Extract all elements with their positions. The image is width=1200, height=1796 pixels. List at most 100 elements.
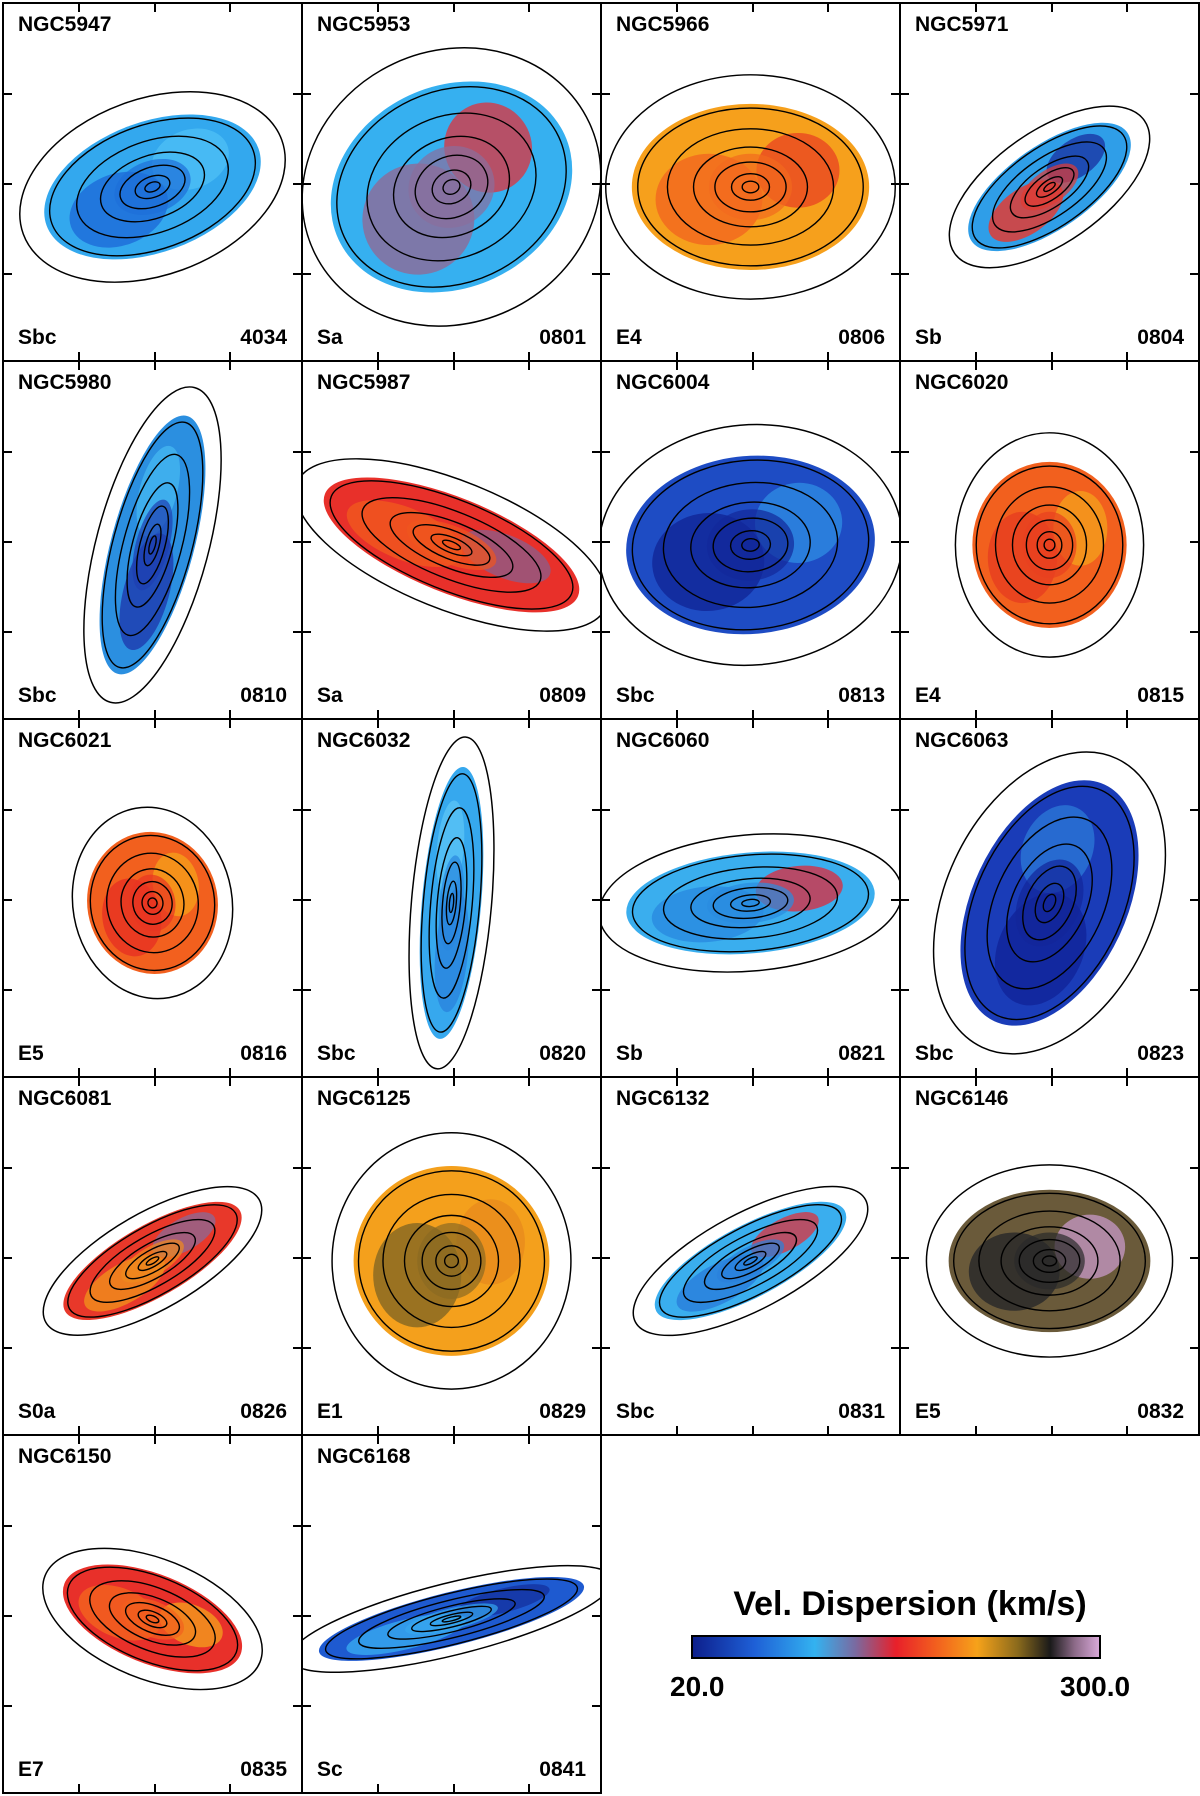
- axis-tick: [452, 362, 455, 370]
- plate-id-label: 0801: [539, 326, 586, 349]
- axis-tick: [4, 1705, 12, 1707]
- axis-tick: [377, 362, 380, 370]
- axis-tick: [592, 809, 600, 811]
- axis-tick: [1125, 720, 1128, 728]
- axis-tick: [4, 1347, 12, 1349]
- axis-tick: [891, 899, 899, 901]
- velocity-dispersion-map: [954, 432, 1145, 658]
- velocity-dispersion-map: [71, 806, 234, 1000]
- axis-tick: [4, 273, 12, 275]
- axis-tick: [78, 352, 81, 360]
- axis-tick: [78, 362, 81, 370]
- plate-id-label: 0815: [1137, 684, 1184, 707]
- axis-tick: [975, 1426, 978, 1434]
- axis-tick: [377, 1078, 380, 1086]
- galaxy-panel: NGC6081 S0a 0826: [2, 1076, 303, 1436]
- axis-tick: [153, 1436, 156, 1444]
- axis-tick: [303, 1525, 311, 1527]
- axis-tick: [901, 273, 909, 275]
- axis-tick: [592, 1705, 600, 1707]
- galaxy-name-label: NGC6021: [18, 729, 112, 752]
- axis-tick: [592, 1167, 600, 1169]
- axis-tick: [303, 1167, 311, 1169]
- axis-tick: [676, 1426, 679, 1434]
- axis-tick: [303, 899, 311, 901]
- axis-tick: [602, 273, 610, 275]
- axis-tick: [602, 809, 610, 811]
- axis-tick: [303, 273, 311, 275]
- axis-tick: [527, 710, 530, 718]
- axis-tick: [78, 1436, 81, 1444]
- galaxy-name-label: NGC6132: [616, 1087, 710, 1110]
- axis-tick: [826, 362, 829, 370]
- morphology-label: E4: [616, 326, 642, 349]
- galaxy-name-label: NGC5953: [317, 13, 411, 36]
- galaxy-name-label: NGC5987: [317, 371, 411, 394]
- galaxy-name-label: NGC6081: [18, 1087, 112, 1110]
- axis-tick: [891, 541, 899, 543]
- plate-id-label: 0804: [1137, 326, 1184, 349]
- galaxy-name-label: NGC6168: [317, 1445, 411, 1468]
- axis-tick: [303, 809, 311, 811]
- axis-tick: [153, 1078, 156, 1086]
- axis-tick: [377, 1436, 380, 1444]
- galaxy-name-label: NGC5947: [18, 13, 112, 36]
- axis-tick: [751, 710, 754, 718]
- velocity-dispersion-map: [83, 386, 222, 704]
- axis-tick: [78, 1784, 81, 1792]
- axis-tick: [452, 1426, 455, 1434]
- axis-tick: [901, 1347, 909, 1349]
- axis-tick: [153, 362, 156, 370]
- axis-tick: [1125, 1426, 1128, 1434]
- axis-tick: [293, 93, 301, 95]
- morphology-label: Sbc: [616, 684, 655, 707]
- morphology-label: Sb: [616, 1042, 643, 1065]
- galaxy-name-label: NGC6063: [915, 729, 1009, 752]
- morphology-label: E5: [18, 1042, 44, 1065]
- morphology-label: Sbc: [18, 326, 57, 349]
- morphology-label: Sbc: [616, 1400, 655, 1423]
- axis-tick: [4, 899, 12, 901]
- axis-tick: [891, 93, 899, 95]
- velocity-dispersion-map: [303, 458, 600, 632]
- axis-tick: [1050, 1068, 1053, 1076]
- axis-tick: [377, 720, 380, 728]
- axis-tick: [1190, 1257, 1198, 1259]
- axis-tick: [293, 989, 301, 991]
- axis-tick: [4, 541, 12, 543]
- axis-tick: [78, 1426, 81, 1434]
- axis-tick: [4, 183, 12, 185]
- axis-tick: [901, 541, 909, 543]
- axis-tick: [78, 1068, 81, 1076]
- axis-tick: [452, 710, 455, 718]
- axis-tick: [676, 710, 679, 718]
- axis-tick: [676, 4, 679, 12]
- axis-tick: [676, 352, 679, 360]
- axis-tick: [78, 720, 81, 728]
- axis-tick: [293, 451, 301, 453]
- axis-tick: [1050, 352, 1053, 360]
- axis-tick: [602, 989, 610, 991]
- velocity-dispersion-map: [602, 833, 899, 973]
- axis-tick: [527, 1426, 530, 1434]
- galaxy-panel: NGC6125 E1 0829: [301, 1076, 602, 1436]
- axis-tick: [4, 93, 12, 95]
- galaxy-panel: NGC5966 E4 0806: [600, 2, 901, 362]
- axis-tick: [303, 1347, 311, 1349]
- axis-tick: [891, 273, 899, 275]
- galaxy-panel: NGC5971 Sb 0804: [899, 2, 1200, 362]
- axis-tick: [592, 273, 600, 275]
- velocity-dispersion-map: [42, 1547, 263, 1691]
- velocity-dispersion-map: [632, 1185, 869, 1337]
- axis-tick: [602, 451, 610, 453]
- axis-tick: [4, 631, 12, 633]
- axis-tick: [1125, 1078, 1128, 1086]
- galaxy-name-label: NGC6125: [317, 1087, 411, 1110]
- axis-tick: [592, 1615, 600, 1617]
- galaxy-panel: NGC5947 Sbc 4034: [2, 2, 303, 362]
- axis-tick: [303, 1615, 311, 1617]
- axis-tick: [1190, 541, 1198, 543]
- plate-id-label: 0831: [838, 1400, 885, 1423]
- axis-tick: [891, 1167, 899, 1169]
- galaxy-panel: NGC5980 Sbc 0810: [2, 360, 303, 720]
